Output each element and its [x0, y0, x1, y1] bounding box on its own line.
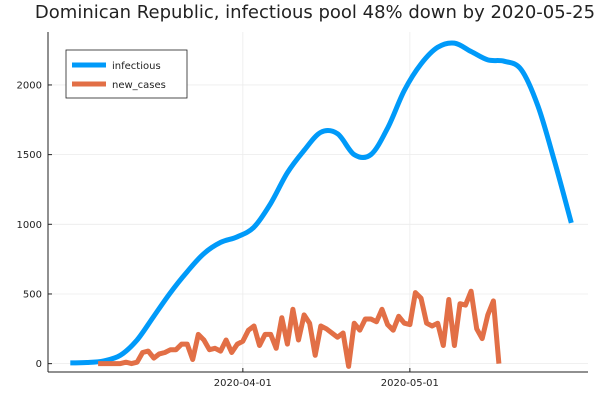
y-ticks: 0 500 1000 1500 2000 — [17, 80, 52, 370]
legend: infectious new_cases — [65, 49, 188, 99]
y-tick-label: 1000 — [17, 220, 42, 231]
y-tick-label: 0 — [36, 359, 42, 370]
series-line-infectious — [70, 40, 574, 366]
y-tick-label: 2000 — [17, 80, 42, 91]
legend-label-infectious: infectious — [112, 61, 161, 72]
legend-label-new-cases: new_cases — [112, 80, 166, 91]
legend-box — [65, 49, 188, 99]
x-tick-label: 2020-05-01 — [381, 378, 439, 389]
chart-title: Dominican Republic, infectious pool 48% … — [35, 2, 595, 23]
x-tick-label: 2020-04-01 — [214, 378, 272, 389]
series-layer — [70, 40, 574, 369]
y-tick-label: 1500 — [17, 150, 42, 161]
x-ticks: 2020-04-01 2020-05-01 — [214, 368, 439, 389]
y-tick-label: 500 — [23, 289, 42, 300]
series-line-new-cases — [98, 288, 502, 369]
